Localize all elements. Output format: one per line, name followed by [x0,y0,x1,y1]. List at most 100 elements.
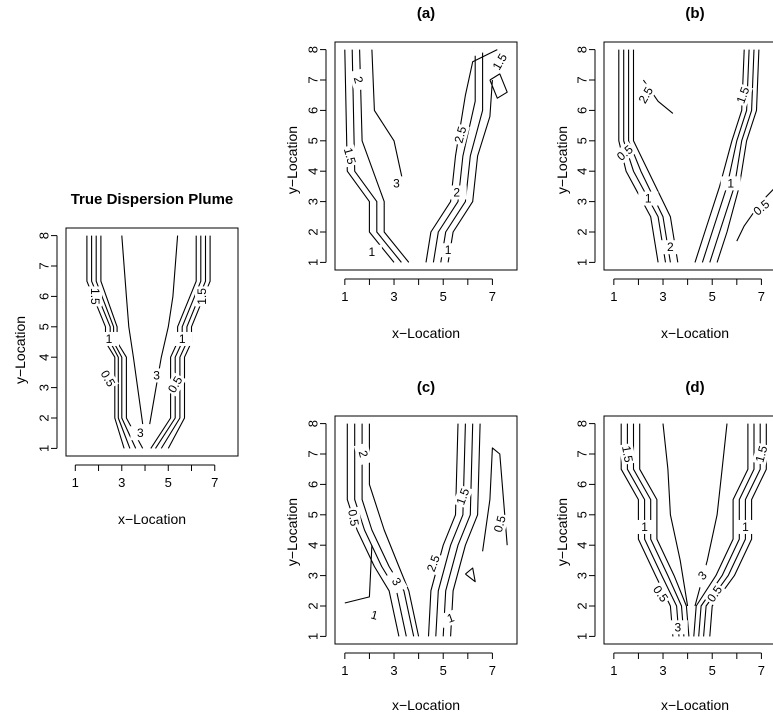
y-tick-label: 5 [575,137,590,144]
contour-line-2.5 [425,49,498,263]
panel-c: (c)1 3 5 712345678x−Locationy−Location20.53… [284,379,518,712]
y-tick-label: 5 [306,137,321,144]
contour-level-label: 1 [641,520,648,534]
y-tick-label: 3 [575,572,590,579]
y-tick-label: 1 [37,445,52,452]
contour-level-label: 1 [179,332,186,346]
contour-level-label: 1.5 [752,444,770,464]
y-tick-label: 4 [306,168,321,175]
contour-level-label: 1.5 [619,445,636,464]
y-tick-label: 6 [306,107,321,114]
y-tick-label: 7 [306,76,321,83]
contour-label-bg [638,191,659,206]
y-tick-label: 3 [575,198,590,205]
contour-level-label: 2.5 [636,84,657,106]
contour-group: 2.5 0.5 1.5 1 1 0.5 2 [612,49,773,263]
y-tick-label: 2 [575,602,590,609]
contour-line-0.5 [346,423,400,637]
x-tick-label: 1 [610,289,617,304]
x-tick-label: 3 [659,289,666,304]
contour-line-loop [489,73,508,99]
contour-label-bg [438,608,463,629]
y-tick-label: 6 [306,481,321,488]
contour-label-bg [386,176,407,191]
contour-level-label: 1 [645,192,652,206]
contour-label-bg [752,442,771,466]
y-tick-label: 2 [37,414,52,421]
x-tick-label: 7 [489,289,496,304]
contour-line-2 [693,423,749,637]
y-axis-label: y−Location [284,126,300,194]
contour-label-bg [634,519,655,534]
contour-label-bg [488,49,511,74]
contour-label-bg [99,331,119,346]
contour-label-bg [660,240,681,255]
y-tick-label: 8 [306,420,321,427]
contour-label-bg [690,563,715,588]
y-tick-label: 6 [37,293,52,300]
contour-label-bg [88,286,103,307]
contour-label-bg [130,426,151,441]
contour-level-label: 1 [742,520,749,534]
y-tick-label: 5 [306,511,321,518]
x-tick-label: 7 [758,663,765,678]
contour-label-bg [164,372,187,397]
y-axis-label: y−Location [554,126,570,194]
contour-level-label: 1 [369,607,379,622]
contour-label-bg [451,123,470,147]
y-tick-label: 8 [37,232,52,239]
contour-line-1 [450,423,481,637]
plot-frame [65,227,239,457]
panel-title: (c) [417,379,435,396]
contour-line-1.5 [361,423,415,637]
x-tick-label: 7 [758,289,765,304]
contour-line-0.5 [620,423,674,637]
plot-frame [603,41,773,271]
panel-title: True Dispersion Plume [71,191,234,208]
x-tick-label: 7 [211,475,218,490]
y-tick-label: 6 [575,107,590,114]
y-tick-label: 3 [306,572,321,579]
x-axis-label: x−Location [661,697,729,712]
contour-label-bg [362,605,386,625]
y-axis-label: y−Location [12,316,28,384]
contour-line-1 [344,49,395,263]
panel-b: (b) 1 3 5 7 1 2 3 4 5 6 7 8 x−Location y−Location 2.5 0.… [554,5,773,341]
contour-line-1.5 [440,52,484,263]
contour-line-1 [626,423,680,637]
contour-label-bg [438,243,459,258]
contour-label-bg [735,519,756,534]
contour-level-label: 1.5 [341,146,359,166]
x-tick-label: 3 [118,475,125,490]
contour-label-bg [667,620,688,635]
y-tick-label: 5 [575,511,590,518]
contour-line-1 [709,49,755,263]
y-tick-label: 8 [306,46,321,53]
y-tick-label: 2 [306,602,321,609]
plot-frame [603,415,773,645]
x-tick-label: 1 [341,663,348,678]
contour-label-bg [96,366,119,391]
x-tick-label: 1 [72,475,79,490]
contour-label-bg [385,569,408,594]
y-tick-label: 5 [37,323,52,330]
contour-line-2 [368,423,420,637]
contour-line-1 [623,49,667,263]
contour-line-3 [121,235,144,425]
contour-level-label: 1 [445,243,452,257]
contour-line-loop [465,567,476,583]
y-tick-label: 4 [306,542,321,549]
x-axis-label: x−Location [661,325,729,341]
contour-label-bg [340,144,360,168]
y-tick-label: 8 [575,420,590,427]
contour-label-bg [194,286,209,307]
x-tick-label: 5 [440,663,447,678]
contour-level-label: 3 [674,620,681,634]
x-tick-label: 3 [390,663,397,678]
contour-level-label: 3 [137,426,144,440]
y-axis-label: y−Location [284,498,300,566]
